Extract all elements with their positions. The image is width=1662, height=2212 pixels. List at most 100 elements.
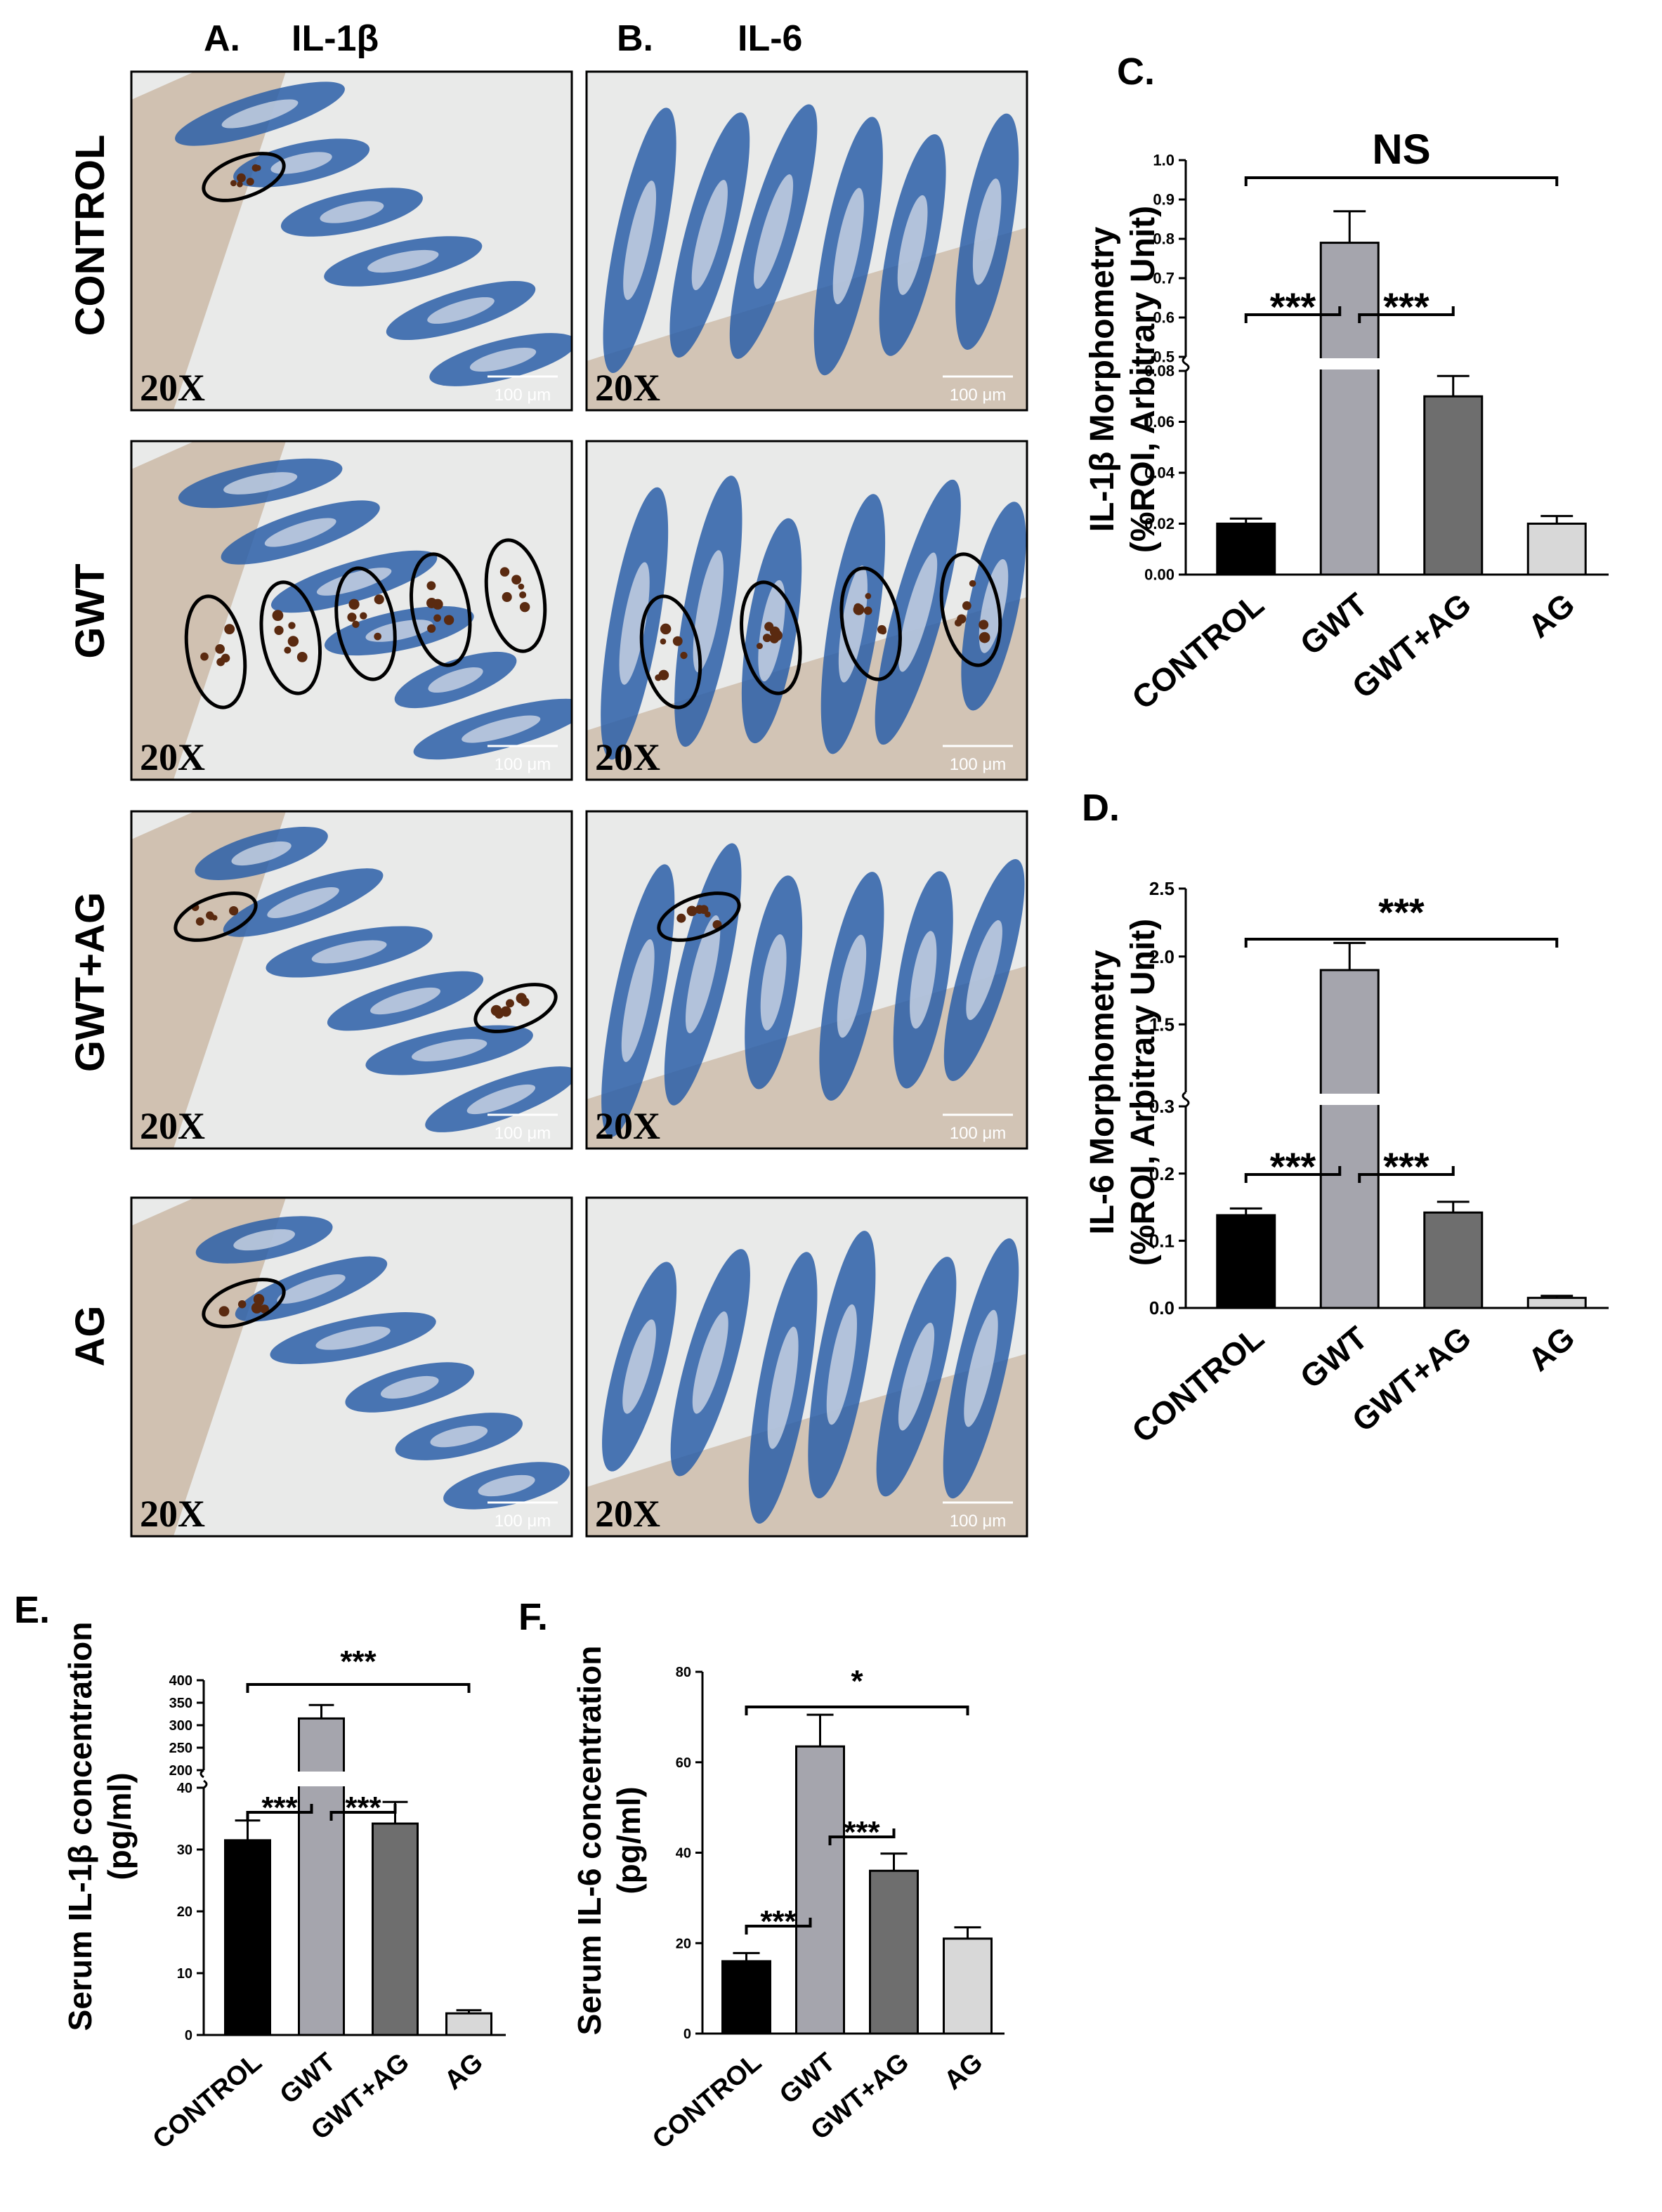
villus-core (264, 518, 336, 547)
chart-e-ylabel-line1: Serum IL-1β concentration (62, 1622, 98, 2031)
heading-a-marker: IL-1β (292, 18, 379, 59)
significance-label: *** (1383, 1144, 1429, 1189)
villus-core (223, 472, 298, 495)
y-tick-label: 0.6 (1153, 309, 1174, 327)
villus-core (760, 934, 787, 1030)
micrograph-ag-il1b: 20X 100 μm (130, 1196, 573, 1538)
stain-spot (255, 164, 261, 171)
stain-spot (352, 620, 360, 628)
stain-spot (443, 615, 454, 625)
stain-spot (195, 917, 204, 926)
stain-spot (519, 601, 530, 613)
circled-region (259, 580, 322, 695)
bar-control (721, 1960, 771, 2035)
micrograph-border (585, 810, 1028, 1150)
y-tick-label: 0.5 (1153, 348, 1174, 366)
x-tick-label: CONTROL (1125, 1319, 1271, 1450)
stain-spot (374, 594, 384, 605)
y-tick-label: 400 (169, 1673, 192, 1689)
stain-spot (506, 999, 514, 1008)
villus-core (898, 552, 938, 672)
villus-core (231, 841, 292, 866)
villus-core (621, 939, 655, 1062)
micrograph-border (585, 440, 1028, 781)
micrograph-gwt-il1b: 20X 100 μm (130, 440, 573, 781)
stain-spot (200, 652, 209, 661)
villus-core (826, 1304, 857, 1425)
circled-region (409, 552, 472, 667)
stain-spot (490, 1004, 502, 1016)
significance-label: *** (345, 1791, 381, 1825)
stain-spot (658, 669, 669, 681)
stain-spot (518, 583, 525, 590)
y-tick-label: 200 (169, 1763, 192, 1779)
x-tick-label: CONTROL (647, 2048, 767, 2155)
significance-bracket (1358, 1166, 1455, 1183)
magnification-label: 20X (140, 736, 205, 778)
magnification-label: 20X (595, 736, 660, 778)
scale-bar-label: 100 μm (495, 1124, 551, 1143)
stain-spot (253, 1293, 265, 1305)
stain-spot (519, 591, 527, 598)
chart-c-ylabel: IL-1β Morphometry (%ROI, Arbitrary Unit) (1084, 206, 1162, 553)
y-tick-label: 80 (676, 1665, 691, 1680)
circled-region (484, 538, 547, 653)
bar-ag (1526, 523, 1587, 576)
x-tick-label: GWT (275, 2048, 341, 2110)
y-tick-label: 2.0 (1149, 946, 1174, 967)
heading-b-marker: IL-6 (738, 18, 802, 59)
bar-ag (943, 1937, 993, 2035)
villus-core (767, 1326, 799, 1449)
significance-label: NS (1372, 126, 1430, 173)
y-tick-label: 20 (177, 1904, 192, 1920)
bar-gwt (298, 1717, 345, 2036)
villus-core (691, 180, 728, 291)
significance-label: *** (340, 1644, 377, 1679)
circled-region (839, 566, 902, 681)
circled-region (639, 594, 702, 709)
micrograph-gwt-il6: 20X 100 μm (585, 440, 1028, 781)
stain-spot (296, 652, 308, 662)
stain-spot (221, 653, 230, 663)
y-tick-label: 0.9 (1153, 191, 1174, 209)
y-tick-label: 0.06 (1144, 413, 1174, 431)
villus-core (685, 915, 721, 1033)
villus-core (469, 347, 537, 372)
stain-spot (229, 905, 239, 916)
y-tick-label: 300 (169, 1718, 192, 1734)
stain-spot (284, 646, 292, 654)
villus-core (619, 562, 650, 685)
significance-label: *** (1270, 1144, 1316, 1189)
significance-bracket (329, 1804, 397, 1821)
bar-gwt-ag (372, 1822, 419, 2036)
y-tick-label: 40 (177, 1781, 192, 1796)
villus-core (370, 987, 441, 1015)
circled-region (184, 594, 247, 709)
heading-a: A. (204, 18, 240, 59)
y-tick-label: 0 (185, 2028, 192, 2043)
y-tick-label: 0.3 (1149, 1096, 1174, 1117)
magnification-label: 20X (595, 1105, 660, 1147)
micrograph-border (130, 810, 573, 1150)
stain-spot (348, 598, 360, 610)
micrograph-grid: 20X 100 μm 20X 100 μm 20X 100 μm 20X 100 μm 20X 1… (130, 70, 1028, 1538)
chart-d-ylabel: IL-6 Morphometry (%ROI, Arbitrary Unit) (1084, 919, 1162, 1266)
muscle-layer (131, 441, 286, 780)
villus-core (910, 931, 937, 1029)
villus-core (233, 1229, 295, 1251)
stain-spot (426, 597, 438, 608)
panel-label-c: C. (1117, 51, 1155, 93)
stain-spot (865, 593, 872, 599)
micrograph-ag-il6: 20X 100 μm (585, 1196, 1028, 1538)
significance-bracket (1244, 176, 1559, 186)
significance-bracket (246, 1683, 471, 1693)
chart-c-ylabel-line2: (%ROI, Arbitrary Unit) (1125, 206, 1162, 553)
stain-spot (218, 1306, 230, 1317)
stain-spot (511, 575, 522, 585)
villus-core (320, 201, 384, 223)
circled-region (174, 891, 258, 942)
stain-spot (769, 626, 780, 637)
panel-label-e: E. (14, 1589, 50, 1631)
